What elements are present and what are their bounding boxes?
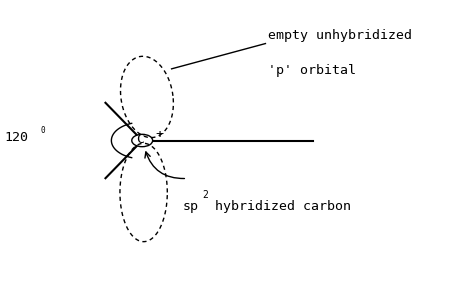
Text: 'p' orbital: 'p' orbital <box>268 64 356 77</box>
Text: sp: sp <box>182 200 199 213</box>
Text: 120: 120 <box>5 131 29 144</box>
Text: C: C <box>136 133 144 146</box>
Text: empty unhybridized: empty unhybridized <box>268 29 412 42</box>
Text: hybridized carbon: hybridized carbon <box>207 200 351 213</box>
Text: +: + <box>155 128 164 141</box>
Text: 2: 2 <box>202 190 208 200</box>
Text: 0: 0 <box>40 126 45 135</box>
